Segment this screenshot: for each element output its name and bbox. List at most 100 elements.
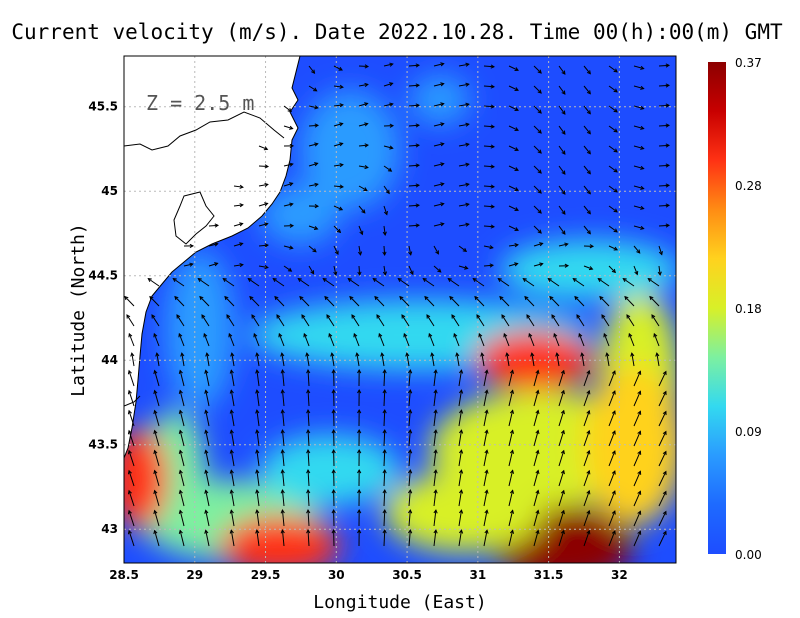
speed-patch: [500, 240, 676, 300]
vector-head: [586, 489, 591, 495]
vector-shaft: [583, 490, 590, 507]
vector-head: [351, 314, 356, 319]
vector-head: [331, 368, 336, 374]
vector-head: [153, 389, 158, 395]
vector-head: [655, 352, 660, 357]
vector-shaft: [583, 430, 590, 447]
vector-shaft: [308, 105, 318, 109]
vector-shaft: [478, 333, 485, 347]
vector-shaft: [205, 490, 210, 507]
vector-head: [561, 190, 566, 195]
vector-shaft: [397, 278, 410, 287]
vector-shaft: [333, 65, 343, 71]
vector-shaft: [633, 165, 644, 170]
vector-shaft: [156, 353, 160, 367]
vector-head: [407, 529, 413, 534]
vector-shaft: [307, 489, 310, 507]
vector-shaft: [597, 278, 610, 287]
vector-shaft: [533, 370, 539, 387]
vector-shaft: [426, 314, 435, 327]
y-tick-label: 45: [101, 184, 118, 198]
vector-head: [153, 449, 158, 455]
vector-head: [537, 69, 542, 74]
vector-head: [280, 352, 285, 357]
vector-head: [509, 409, 515, 414]
vector-shaft: [307, 429, 310, 447]
vector-shaft: [178, 333, 185, 347]
vector-shaft: [258, 202, 268, 207]
vector-shaft: [449, 296, 460, 307]
vector-head: [440, 222, 445, 227]
vector-head: [464, 265, 469, 270]
vector-shaft: [483, 225, 495, 228]
vector-head: [328, 332, 333, 338]
vector-shaft: [533, 390, 539, 407]
vector-shaft: [408, 530, 411, 547]
vector-head: [306, 528, 311, 534]
x-tick-label: 29.5: [251, 568, 281, 582]
vector-head: [597, 278, 602, 282]
vector-head: [280, 369, 285, 374]
vector-shaft: [431, 353, 435, 367]
vector-head: [662, 430, 667, 436]
vector-head: [586, 469, 591, 475]
colorbar-tick-label: 0.18: [735, 302, 762, 316]
vector-head: [561, 150, 566, 155]
vector-shaft: [658, 491, 667, 507]
vector-head: [588, 266, 594, 271]
vector-shaft: [308, 124, 319, 127]
vector-shaft: [351, 314, 360, 327]
x-tick-label: 30.5: [392, 568, 422, 582]
vector-shaft: [533, 65, 542, 74]
vector-shaft: [281, 390, 285, 407]
vector-head: [514, 167, 519, 171]
vector-head: [364, 102, 369, 107]
vector-shaft: [256, 470, 260, 487]
vector-shaft: [372, 278, 385, 287]
vector-head: [407, 469, 413, 474]
vector-shaft: [283, 265, 292, 272]
vector-shaft: [558, 105, 566, 115]
vector-head: [637, 450, 642, 455]
vector-shaft: [306, 353, 310, 367]
vector-head: [153, 489, 158, 495]
vector-shaft: [508, 244, 518, 247]
vector-head: [127, 469, 132, 475]
vector-head: [637, 430, 642, 435]
vector-head: [665, 163, 671, 168]
vector-head: [535, 409, 540, 415]
vector-shaft: [383, 225, 386, 235]
vector-shaft: [533, 242, 543, 247]
vector-shaft: [658, 451, 667, 467]
vector-head: [310, 270, 315, 275]
vector-head: [239, 203, 244, 208]
vector-head: [458, 449, 464, 454]
x-tick-label: 31.5: [534, 568, 564, 582]
vector-shaft: [128, 390, 135, 407]
vector-head: [264, 222, 269, 227]
vector-head: [428, 332, 433, 338]
vector-shaft: [230, 450, 235, 467]
vector-head: [613, 68, 618, 73]
vector-shaft: [222, 278, 235, 287]
vector-shaft: [533, 530, 539, 547]
vector-head: [484, 449, 489, 454]
vector-shaft: [433, 410, 437, 427]
vector-head: [272, 278, 277, 282]
vector-head: [357, 468, 362, 474]
vector-shaft: [408, 64, 420, 67]
vector-shaft: [205, 530, 210, 547]
vector-head: [637, 390, 642, 395]
vector-head: [357, 251, 363, 256]
vector-head: [560, 389, 565, 395]
vector-head: [509, 369, 515, 374]
vector-shaft: [333, 245, 339, 255]
vector-shaft: [247, 278, 260, 287]
vector-head: [382, 368, 387, 374]
colorbar-tick-label: 0.00: [735, 548, 762, 562]
vector-shaft: [508, 490, 514, 507]
vector-head: [537, 129, 542, 134]
vector-head: [334, 250, 339, 256]
vector-head: [484, 429, 489, 434]
vector-shaft: [483, 205, 495, 208]
